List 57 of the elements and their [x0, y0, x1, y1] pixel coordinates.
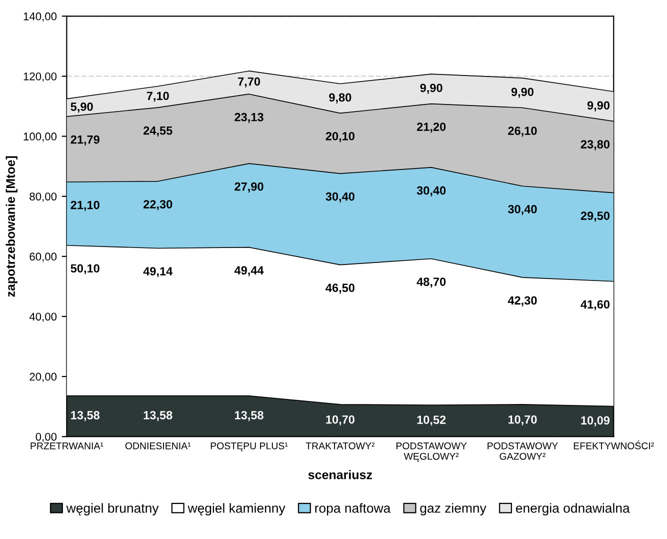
x-tick-label: PODSTAWOWY GAZOWY²	[488, 442, 558, 460]
data-label: 10,70	[326, 415, 354, 426]
data-label: 48,70	[416, 278, 446, 288]
x-tick-label: PODSTAWOWY WĘGLOWY²	[396, 442, 467, 462]
data-label: 10,09	[581, 416, 610, 426]
data-label: 50,10	[70, 264, 100, 274]
data-label: 9,80	[329, 93, 352, 104]
y-tick-label: 100,00	[24, 132, 57, 142]
data-label: 24,55	[143, 126, 172, 136]
data-label: 9,90	[587, 101, 610, 112]
x-tick-label: EFEKTYWNOŚCI²	[574, 440, 654, 450]
data-label: 10,52	[417, 416, 446, 426]
x-tick-label: TRAKTATOWY²	[306, 442, 375, 450]
data-label: 29,50	[580, 212, 610, 222]
y-tick-label: 20,00	[30, 372, 57, 382]
data-label: 22,30	[143, 200, 172, 210]
data-label: 21,79	[70, 135, 100, 146]
data-label: 13,58	[144, 411, 172, 422]
data-label: 26,10	[508, 126, 537, 137]
x-axis-title: scenariusz	[308, 470, 372, 480]
data-label: 9,90	[420, 84, 442, 94]
legend-label: energia odnawialna	[516, 503, 630, 516]
data-label: 7,10	[146, 92, 169, 102]
data-label: 30,40	[326, 192, 354, 202]
data-label: 10,70	[508, 415, 537, 426]
data-label: 41,60	[580, 300, 610, 310]
data-label: 46,50	[326, 284, 354, 294]
data-label: 42,30	[508, 296, 537, 306]
data-label: 49,44	[234, 266, 264, 276]
legend-label: ropa naftowa	[315, 503, 391, 516]
data-label: 20,10	[326, 132, 354, 142]
data-label: 27,90	[234, 182, 264, 192]
y-axis-title: zapotrzebowanie [Mtoe]	[6, 156, 18, 297]
y-tick-label: 0,00	[36, 432, 57, 442]
data-label: 21,10	[70, 200, 100, 211]
data-label: 21,20	[416, 122, 446, 133]
data-label: 7,70	[238, 77, 260, 88]
data-label: 23,13	[234, 112, 264, 124]
legend-label: węgiel kamienny	[188, 503, 286, 516]
data-label: 49,14	[143, 267, 173, 278]
data-label: 9,90	[511, 88, 534, 98]
y-tick-label: 80,00	[30, 192, 57, 202]
data-label: 13,58	[234, 411, 264, 422]
data-label: 30,40	[416, 186, 446, 196]
y-tick-label: 120,00	[24, 72, 57, 82]
data-label: 5,90	[70, 102, 93, 113]
y-tick-label: 140,00	[24, 12, 57, 22]
y-tick-label: 60,00	[30, 252, 57, 262]
y-tick-label: 40,00	[29, 312, 57, 322]
data-label: 30,40	[508, 204, 537, 216]
data-label: 13,58	[71, 411, 100, 422]
legend-label: węgiel brunatny	[66, 503, 159, 516]
x-tick-label: ODNIESIENIA¹	[125, 442, 191, 450]
x-tick-label: POSTĘPU PLUS¹	[210, 442, 288, 452]
legend-label: gaz ziemny	[420, 503, 486, 516]
x-tick-label: PRZETRWANIA¹	[30, 442, 104, 450]
data-label: 23,80	[580, 140, 610, 150]
